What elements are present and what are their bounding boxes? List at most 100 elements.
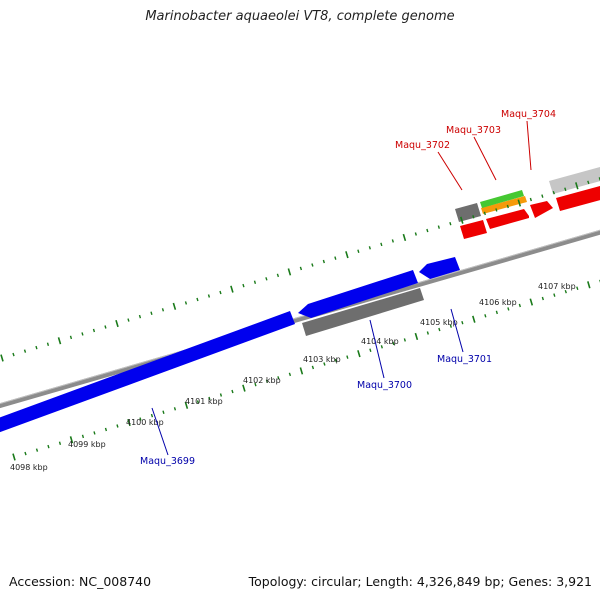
lower-minor-tick <box>173 407 177 411</box>
lower-minor-tick <box>564 289 567 294</box>
upper-minor-tick <box>472 215 475 219</box>
tick-label: 4105 kbp <box>420 318 458 327</box>
feature-grey-reverse <box>302 288 424 336</box>
upper-minor-tick <box>414 232 417 236</box>
lower-minor-tick <box>139 417 142 421</box>
reverse-gene-label[interactable]: Maqu_3699 <box>140 456 195 467</box>
lower-major-tick <box>12 453 16 461</box>
lower-minor-tick <box>104 427 108 432</box>
cds-forward-3 <box>530 201 553 218</box>
upper-minor-tick <box>265 277 268 281</box>
upper-major-tick <box>345 251 349 259</box>
lower-major-tick <box>587 281 591 289</box>
upper-minor-tick <box>322 259 325 264</box>
forward-gene-label[interactable]: Maqu_3704 <box>501 109 556 120</box>
lower-major-tick <box>299 367 304 375</box>
upper-minor-tick <box>483 211 486 216</box>
forward-leader-line <box>473 136 497 181</box>
lower-minor-tick <box>403 338 406 342</box>
lower-minor-tick <box>24 451 27 456</box>
upper-minor-tick <box>242 283 245 288</box>
upper-minor-tick <box>46 342 50 346</box>
feature-orange <box>481 196 527 214</box>
genome-summary-text: Topology: circular; Length: 4,326,849 bp… <box>248 574 592 589</box>
upper-minor-tick <box>368 246 371 250</box>
upper-major-tick <box>172 302 177 310</box>
upper-major-tick <box>460 216 464 224</box>
upper-major-tick <box>57 337 62 345</box>
upper-minor-tick <box>529 197 532 202</box>
lower-minor-tick <box>449 324 452 328</box>
upper-minor-tick <box>104 325 107 329</box>
upper-minor-tick <box>219 290 222 295</box>
upper-major-tick <box>287 268 292 276</box>
reverse-leader-line <box>151 407 169 456</box>
tick-label: 4098 kbp <box>10 463 48 472</box>
upper-minor-tick <box>35 345 38 350</box>
cds-forward-2 <box>486 209 529 229</box>
lower-minor-tick <box>35 448 39 452</box>
upper-major-tick <box>115 319 119 328</box>
upper-minor-tick <box>334 256 337 260</box>
lower-minor-tick <box>47 444 50 449</box>
feature-bands <box>0 167 600 433</box>
reverse-leader-line <box>450 308 464 353</box>
upper-minor-tick <box>311 263 314 267</box>
tick-track-upper <box>0 177 600 362</box>
upper-minor-tick <box>552 190 555 195</box>
forward-gene-label[interactable]: Maqu_3703 <box>446 125 501 136</box>
lower-minor-tick <box>288 372 292 377</box>
tick-label: 4106 kbp <box>479 298 517 307</box>
upper-minor-tick <box>506 204 509 209</box>
upper-minor-tick <box>299 266 303 271</box>
upper-minor-tick <box>587 180 590 185</box>
lower-minor-tick <box>576 286 579 291</box>
upper-minor-tick <box>357 249 360 253</box>
upper-minor-tick <box>449 221 452 226</box>
lower-major-tick <box>472 315 476 323</box>
cds-forward-1 <box>460 220 487 239</box>
reverse-gene-label[interactable]: Maqu_3700 <box>357 380 412 391</box>
lower-major-tick <box>414 332 419 341</box>
upper-minor-tick <box>564 187 567 192</box>
map-title: Marinobacter aquaeolei VT8, complete gen… <box>145 9 455 24</box>
upper-major-tick <box>402 233 407 242</box>
lower-minor-tick <box>58 441 62 445</box>
tick-label: 4099 kbp <box>68 440 106 449</box>
tick-label: 4104 kbp <box>361 337 399 346</box>
lower-minor-tick <box>219 393 223 397</box>
lower-minor-tick <box>277 376 280 380</box>
backbone-ring <box>0 229 600 409</box>
lower-major-tick <box>69 436 74 444</box>
upper-minor-tick <box>127 318 130 322</box>
upper-minor-tick <box>184 301 188 305</box>
upper-minor-tick <box>426 228 429 233</box>
upper-major-tick <box>517 199 522 207</box>
lower-minor-tick <box>553 293 556 297</box>
feature-light-grey <box>549 167 600 194</box>
upper-minor-tick <box>81 332 84 336</box>
upper-minor-tick <box>138 314 142 319</box>
upper-minor-tick <box>161 308 165 312</box>
reverse-leader-line <box>369 319 385 379</box>
upper-minor-tick <box>437 225 440 229</box>
upper-minor-tick <box>207 294 211 298</box>
lower-minor-tick <box>265 379 269 383</box>
lower-minor-tick <box>495 310 498 315</box>
lower-major-tick <box>184 401 189 409</box>
tick-track-lower <box>12 279 600 461</box>
lower-minor-tick <box>334 358 337 363</box>
lower-major-tick <box>357 350 361 358</box>
lower-minor-tick <box>323 362 326 366</box>
cds-forward-4 <box>556 186 600 211</box>
reverse-gene-label[interactable]: Maqu_3701 <box>437 354 492 365</box>
tick-label: 4101 kbp <box>185 397 223 406</box>
lower-minor-tick <box>346 355 349 359</box>
upper-minor-tick <box>92 328 96 333</box>
tick-labels: 4098 kbp 4099 kbp 4100 kbp 4101 kbp 4102 kbp… <box>10 282 576 472</box>
forward-gene-label[interactable]: Maqu_3702 <box>395 140 450 151</box>
lower-minor-tick <box>507 307 510 311</box>
lower-minor-tick <box>93 431 96 435</box>
